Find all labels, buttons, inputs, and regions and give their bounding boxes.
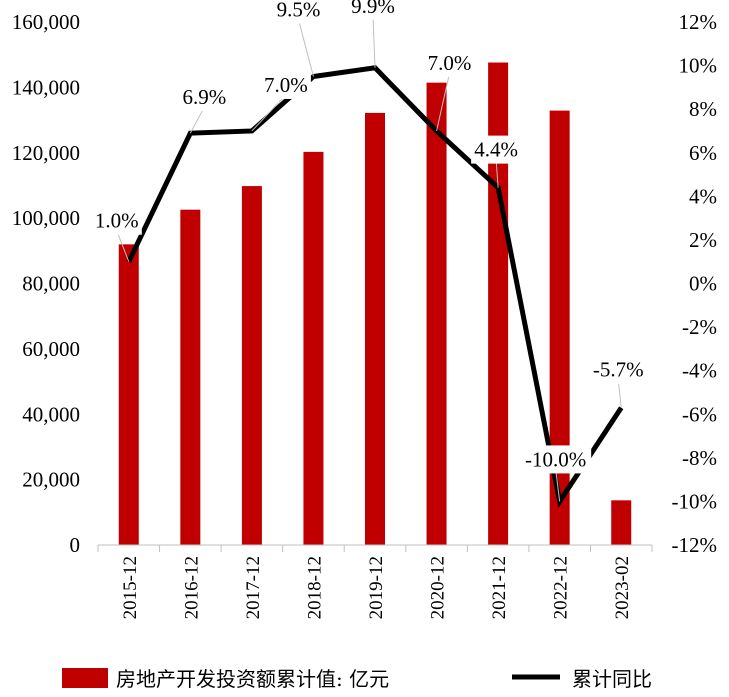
x-tick-label: 2021-12 [489, 556, 510, 619]
data-label-2019-12: 9.9% [351, 0, 395, 18]
data-label-box [587, 355, 649, 384]
data-label-2015-12: 1.0% [95, 209, 139, 233]
data-label-leader [495, 159, 499, 188]
left-tick-label: 120,000 [12, 141, 80, 165]
data-label-leader [251, 94, 287, 132]
left-tick-label: 0 [70, 533, 81, 557]
bar-2023-02 [611, 500, 632, 545]
data-label-2017-12: 7.0% [264, 73, 308, 97]
data-label-leader [555, 469, 561, 502]
bar-2022-12 [549, 110, 570, 545]
legend-line-label: 累计同比 [572, 667, 652, 691]
bar-2019-12 [365, 112, 385, 545]
data-label-box [91, 206, 142, 235]
data-label-2022-12: -10.0% [525, 447, 586, 471]
data-label-box [260, 70, 311, 99]
line-series-group: 1.0% 6.9% 7.0% 9.5% 9.9% 7.0% 4.4% -10.0% -5.7% [91, 0, 649, 508]
right-tick-label: 8% [689, 97, 717, 121]
x-tick-label: 2023-02 [612, 556, 633, 619]
right-tick-label: 10% [679, 54, 718, 78]
left-tick-label: 40,000 [22, 402, 80, 426]
legend-bar-swatch [62, 668, 108, 688]
data-label-2023-02: -5.7% [593, 358, 644, 382]
data-label-box [273, 0, 324, 24]
bar-2015-12 [118, 244, 139, 545]
x-tick-label: 2018-12 [304, 556, 325, 619]
bar-2018-12 [303, 151, 324, 545]
bar-2021-12 [488, 62, 509, 545]
x-tick-label: 2016-12 [181, 556, 202, 619]
data-label-box [471, 135, 522, 164]
right-tick-label: 6% [689, 141, 717, 165]
x-tick-label: 2017-12 [243, 556, 264, 619]
left-tick-label: 160,000 [12, 10, 80, 34]
data-label-2020-12: 7.0% [428, 51, 472, 75]
data-label-leader [297, 19, 314, 77]
right-axis-ticks: -12% -10% -8% -6% -4% -2% 0% 2% 4% 6% 8% 10% 12% [672, 10, 718, 557]
right-tick-label: -6% [682, 402, 717, 426]
x-tick-label: 2019-12 [366, 556, 387, 619]
right-tick-label: 2% [689, 228, 717, 252]
data-label-leader [372, 15, 376, 68]
data-label-box [520, 445, 592, 474]
bar-2017-12 [241, 186, 262, 545]
data-label-box [424, 48, 475, 77]
left-tick-label: 140,000 [12, 75, 80, 99]
x-tick-label: 2022-12 [551, 556, 572, 619]
right-tick-label: -2% [682, 315, 717, 339]
right-tick-label: 12% [679, 10, 718, 34]
legend: 房地产开发投资额累计值: 亿元 累计同比 [62, 667, 652, 691]
left-tick-label: 100,000 [12, 206, 80, 230]
left-axis-ticks: 0 20,000 40,000 60,000 80,000 100,000 120,000 1… [12, 10, 80, 557]
right-tick-label: -4% [682, 359, 717, 383]
data-label-leader [116, 230, 130, 262]
x-tick-label: 2020-12 [428, 556, 449, 619]
data-label-box [179, 83, 230, 112]
data-label-box [348, 0, 398, 20]
right-tick-label: 4% [689, 184, 717, 208]
x-axis-tick-labels: 2015-12 2016-12 2017-12 2018-12 2019-12 2020-… [120, 556, 633, 619]
legend-bar-label: 房地产开发投资额累计值: 亿元 [116, 667, 389, 691]
left-tick-label: 80,000 [22, 272, 80, 296]
bar-2020-12 [426, 82, 447, 545]
data-label-2021-12: 4.4% [474, 138, 518, 162]
right-tick-label: -8% [682, 446, 717, 470]
bars-group [118, 62, 632, 545]
data-label-leader [617, 379, 622, 408]
left-tick-label: 60,000 [22, 337, 80, 361]
right-tick-label: -12% [672, 533, 718, 557]
bar-2016-12 [180, 209, 201, 545]
left-tick-label: 20,000 [22, 468, 80, 492]
data-label-2016-12: 6.9% [182, 85, 226, 109]
right-tick-label: 0% [689, 272, 717, 296]
data-label-leader [189, 106, 205, 134]
right-tick-label: -10% [672, 489, 718, 513]
x-tick-marks [97, 545, 653, 552]
data-label-leader [436, 72, 451, 132]
x-tick-label: 2015-12 [120, 556, 141, 619]
data-label-2018-12: 9.5% [277, 0, 321, 21]
